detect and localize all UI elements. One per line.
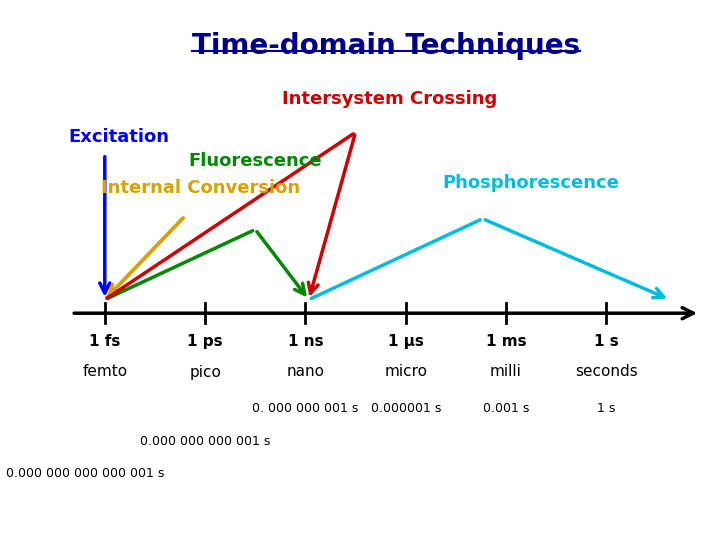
Text: milli: milli	[490, 364, 522, 380]
Text: Time-domain Techniques: Time-domain Techniques	[192, 32, 580, 60]
Text: micro: micro	[384, 364, 427, 380]
Text: femto: femto	[82, 364, 127, 380]
Text: Excitation: Excitation	[68, 128, 169, 146]
Text: 0.001 s: 0.001 s	[483, 402, 529, 415]
Text: seconds: seconds	[575, 364, 638, 380]
Text: 0.000 000 000 000 001 s: 0.000 000 000 000 001 s	[6, 467, 164, 480]
Text: 1 μs: 1 μs	[388, 334, 423, 349]
Text: Phosphorescence: Phosphorescence	[443, 174, 619, 192]
Text: 1 ns: 1 ns	[287, 334, 323, 349]
Text: 1 s: 1 s	[594, 334, 618, 349]
Text: 1 ps: 1 ps	[187, 334, 223, 349]
Text: Internal Conversion: Internal Conversion	[102, 179, 300, 197]
Text: 0.000 000 000 001 s: 0.000 000 000 001 s	[140, 435, 270, 448]
Text: nano: nano	[287, 364, 325, 380]
Text: pico: pico	[189, 364, 221, 380]
Text: Intersystem Crossing: Intersystem Crossing	[282, 90, 498, 108]
Text: 0.000001 s: 0.000001 s	[371, 402, 441, 415]
Text: 1 ms: 1 ms	[486, 334, 526, 349]
Text: 0. 000 000 001 s: 0. 000 000 001 s	[252, 402, 359, 415]
Text: 1 fs: 1 fs	[89, 334, 120, 349]
Text: 1 s: 1 s	[597, 402, 616, 415]
Text: Fluorescence: Fluorescence	[189, 152, 322, 170]
